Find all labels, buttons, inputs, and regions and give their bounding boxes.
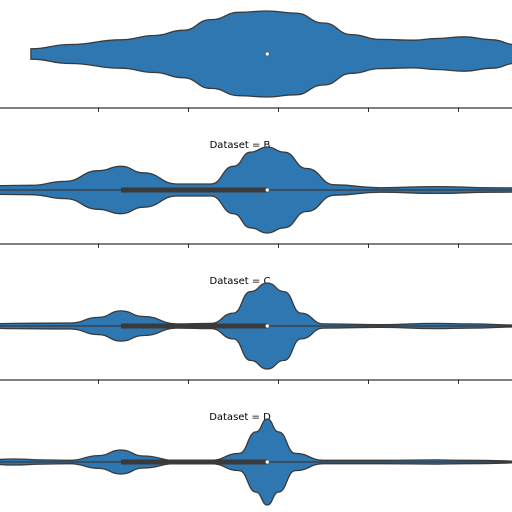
panel-title: Dataset = C [210, 276, 271, 287]
panel-title: Dataset = D [209, 412, 271, 423]
violin-median [264, 187, 270, 193]
violin-median [264, 323, 270, 329]
violin-median [264, 459, 270, 465]
panel-title: Dataset = B [210, 140, 271, 151]
violin-median [264, 51, 270, 57]
violin-body [30, 10, 512, 98]
